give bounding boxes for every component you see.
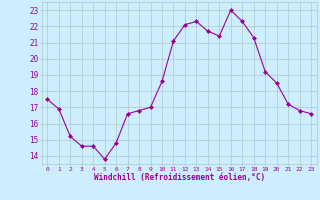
X-axis label: Windchill (Refroidissement éolien,°C): Windchill (Refroidissement éolien,°C): [94, 173, 265, 182]
